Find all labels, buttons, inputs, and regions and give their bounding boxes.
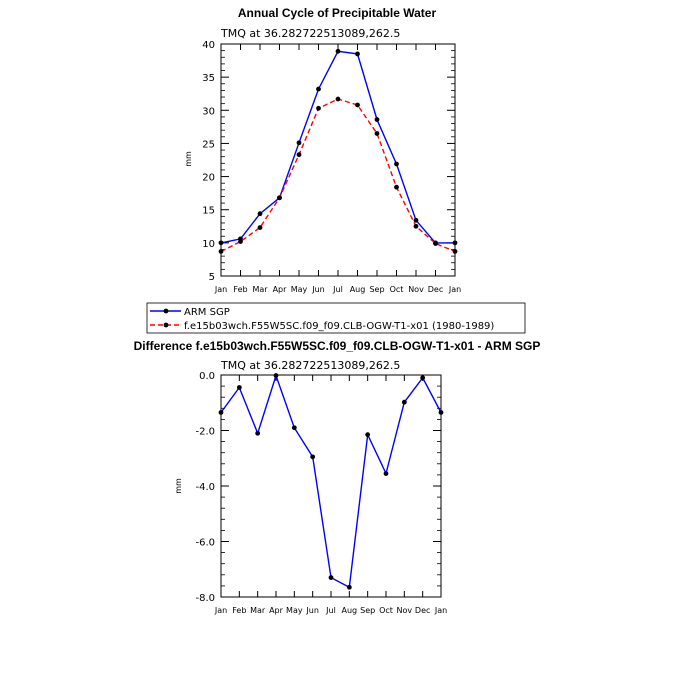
chart2-xtick-label: Mar [250,606,266,615]
chart2-ytick-label: -2.0 [195,427,215,438]
chart1-series-0-point [296,140,302,146]
legend-label-model: f.e15b03wch.F55W5SC.f09_f09.CLB-OGW-T1-x… [184,321,494,332]
chart1-series-0-point [316,86,321,92]
chart1-ytick-label: 40 [202,40,215,51]
chart1-series-1-point [335,96,341,102]
chart2-series-0-point [346,584,352,590]
chart1-series-0-point [218,240,224,246]
chart1-xtick-label: Sep [369,285,384,294]
chart1-plot: Jan Feb Mar Apr May Jun Jul Aug Sep Oct Nov Dec Jan 5… [202,40,461,294]
chart2-xtick-label: Dec [415,606,430,615]
chart2-series-0-point [218,410,224,415]
chart1-series-line-0 [220,50,455,244]
chart2-xtick-label: Sep [360,606,375,615]
legend-box [146,302,526,334]
chart2-series-0-point [365,432,371,438]
chart2-subtitle: TMQ at 36.282722513089,262.5 [220,359,400,372]
chart1-series-0-point [413,217,419,223]
chart2-series-0-point [291,425,297,431]
chart1-subtitle: TMQ at 36.282722513089,262.5 [220,27,400,40]
chart2-series-0-point [236,385,242,390]
chart1-series-0-point [452,240,458,246]
legend: ARM SGP f.e15b03wch.F55W5SC.f09_f09.CLB-… [146,302,526,334]
chart2-frame [220,374,442,598]
chart1-series-line-1 [220,98,456,253]
chart1-frame [220,43,456,277]
chart2-series-0-point [420,375,426,381]
chart2-series-0-point [438,410,444,415]
chart1-ytick-label: 15 [202,206,215,217]
chart2-xtick-label: Jan [214,606,227,615]
chart2-series-0-point [255,430,261,436]
chart2-series-0-point [310,454,316,460]
chart2-xtick-label: Aug [342,606,358,615]
chart1-series-1-point [238,239,243,244]
chart1-xtick-label: Mar [252,285,268,294]
chart1-ytick-label: 25 [202,139,215,150]
chart2-series-0-point [328,575,334,580]
chart1-xtick-label: Dec [428,285,443,294]
chart2-xtick-label: Nov [397,606,413,615]
chart2-ytick-label: 0.0 [199,371,215,382]
chart1-ytick-label: 35 [202,73,215,84]
chart1-xtick-label: Feb [233,285,247,294]
chart1-xtick-label: Jul [332,285,343,294]
chart1-series-1-point [413,223,419,229]
legend-marker-arm [163,308,169,314]
chart2-plot: Jan Feb Mar Apr May Jun Jul Aug Sep Oct Nov Dec Jan -… [195,371,447,615]
chart1-xtick-label: Jan [214,285,227,294]
chart2-series-0-point [273,373,279,378]
chart1-series-0-point [355,51,360,57]
chart1-xtick-label: Jan [448,285,461,294]
chart1-series-0-point [394,161,399,167]
chart1-series-1-point [277,195,282,201]
chart1-ytick-label: 30 [202,106,215,117]
chart2-ytick-label: -6.0 [195,538,215,549]
chart1-series-0-point [257,211,263,217]
chart1-ytick-label: 10 [202,239,215,250]
chart1-series-1-point [355,102,360,108]
chart2-xtick-label: Feb [232,606,246,615]
chart2-series-0-point [383,471,389,476]
chart2-ylabel: mm [174,478,183,494]
chart2-ytick-label: -4.0 [195,482,215,493]
chart1-series-1-point [452,249,458,254]
legend-marker-model [163,322,169,328]
chart2-title: Difference f.e15b03wch.F55W5SC.f09_f09.C… [134,339,541,353]
chart1-series-1-point [394,184,399,190]
chart1-ytick-label: 5 [209,272,215,283]
chart1-series-1-point [218,249,224,254]
chart1-ytick-label: 20 [202,173,215,184]
chart2-xtick-label: May [286,606,303,615]
chart1-title: Annual Cycle of Precipitable Water [238,6,437,20]
chart1-ylabel: mm [184,151,193,167]
chart1-xtick-label: Aug [350,285,366,294]
chart1-series-0-point [335,48,341,54]
chart1-xtick-label: Apr [273,285,288,294]
chart2-ytick-label: -8.0 [195,593,215,604]
chart1-xtick-label: Jun [311,285,325,294]
chart1-series-1-point [433,241,438,246]
chart1-series-1-point [316,105,321,111]
chart2-series-line-0 [220,373,442,589]
chart2-xtick-label: Apr [269,606,284,615]
chart2-xtick-label: Oct [379,606,393,615]
chart2-xtick-label: Jul [325,606,336,615]
chart2-xtick-label: Jun [305,606,319,615]
chart1-series-0-point [374,117,380,122]
chart1-xtick-label: Nov [408,285,424,294]
chart1-xtick-label: Oct [390,285,404,294]
chart2-xtick-label: Jan [434,606,447,615]
chart1-xtick-label: May [291,285,308,294]
chart1-series-1-point [374,131,380,136]
legend-label-arm: ARM SGP [184,307,230,318]
chart1-series-1-point [296,152,302,158]
chart1-series-1-point [257,225,263,231]
chart2-series-0-point [401,399,407,405]
